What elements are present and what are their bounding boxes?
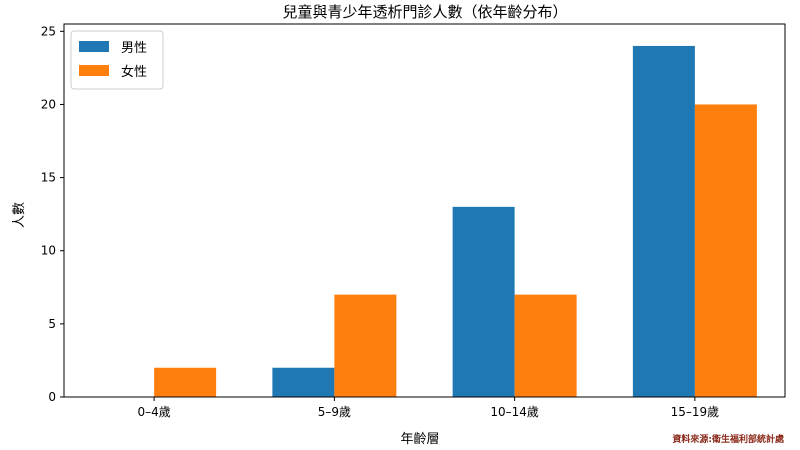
y-tick-label: 15 xyxy=(41,171,56,185)
legend-box xyxy=(70,30,164,90)
bar-女性-5–9歲 xyxy=(334,294,397,397)
x-tick-label: 5–9歲 xyxy=(318,405,351,419)
bar-女性-0–4歲 xyxy=(154,367,217,397)
legend-label: 女性 xyxy=(121,64,147,80)
y-tick-label: 5 xyxy=(48,317,56,331)
bar-女性-10–14歲 xyxy=(514,294,577,397)
bar-男性-15–19歲 xyxy=(632,45,695,398)
source-note: 資料來源:衛生福利部統計處 xyxy=(672,435,784,445)
chart-title: 兒童與青少年透析門診人數（依年齡分布） xyxy=(282,3,567,21)
legend-swatch-男性 xyxy=(79,41,109,52)
plot-frame xyxy=(63,23,786,398)
x-tick-label: 10–14歲 xyxy=(490,405,539,419)
bar-男性-10–14歲 xyxy=(452,206,515,397)
y-tick-label: 10 xyxy=(41,244,56,258)
bar-女性-15–19歲 xyxy=(694,104,757,397)
bar-男性-5–9歲 xyxy=(272,367,335,397)
x-axis-label: 年齡層 xyxy=(400,432,439,447)
legend-swatch-女性 xyxy=(79,65,109,76)
x-tick-label: 15–19歲 xyxy=(671,405,720,419)
y-tick-label: 25 xyxy=(41,24,56,38)
legend-label: 男性 xyxy=(121,41,147,56)
y-tick-label: 0 xyxy=(48,390,56,404)
y-tick-label: 20 xyxy=(41,97,56,111)
x-tick-label: 0–4歲 xyxy=(137,405,170,419)
y-axis-label: 人數 xyxy=(12,202,27,228)
